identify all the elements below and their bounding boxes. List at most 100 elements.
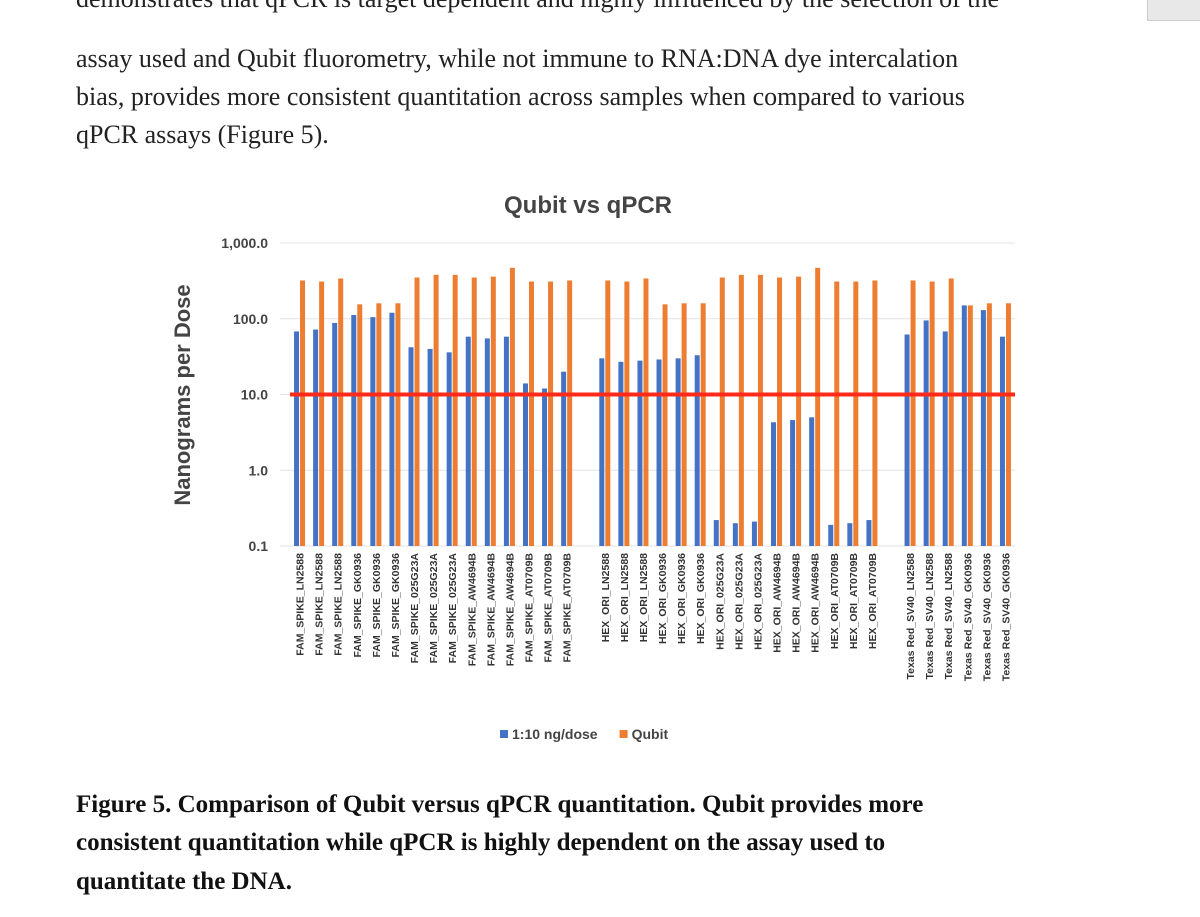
x-tick-label: Texas Red_SV40_GK0936 <box>981 553 993 681</box>
bar <box>853 281 859 546</box>
chart-title: Qubit vs qPCR <box>504 192 672 219</box>
paragraph-line: demonstrates that qPCR is target depende… <box>76 0 999 14</box>
y-axis-label: Nanograms per Dose <box>170 284 195 505</box>
x-tick-label: HEX_ORI_025G23A <box>752 553 764 650</box>
x-tick-label: FAM_SPIKE_AW4694B <box>466 553 478 667</box>
caption-line: quantitate the DNA. <box>76 868 292 895</box>
bar <box>567 280 573 546</box>
x-tick-label: Texas Red_SV40_LN2588 <box>905 553 917 680</box>
bar <box>351 315 357 546</box>
x-tick-label: FAM_SPIKE_025G23A <box>409 553 421 664</box>
legend-swatch <box>619 730 628 738</box>
x-tick-label: FAM_SPIKE_025G23A <box>428 553 440 664</box>
y-tick-label: 1.0 <box>249 462 269 478</box>
bar <box>528 281 534 546</box>
bar <box>1005 303 1011 546</box>
bar <box>700 303 706 546</box>
x-tick-label: FAM_SPIKE_AT0709B <box>562 553 574 663</box>
legend-label: Qubit <box>632 726 669 742</box>
browser-corner <box>1147 0 1200 21</box>
x-tick-label: HEX_ORI_AW4694B <box>810 553 822 653</box>
bar <box>427 348 433 546</box>
x-tick-label: HEX_ORI_AT0709B <box>848 553 860 650</box>
bar <box>866 520 872 546</box>
x-tick-label: Texas Red_SV40_GK0936 <box>962 553 974 681</box>
bar <box>338 278 344 546</box>
bar <box>389 312 395 546</box>
bar <box>357 304 363 546</box>
x-tick-label: Texas Red_SV40_GK0936 <box>1000 553 1012 681</box>
bar <box>599 358 605 546</box>
bar <box>408 347 414 546</box>
bar <box>809 417 815 546</box>
bar <box>618 361 624 546</box>
x-tick-label: Texas Red_SV40_LN2588 <box>924 553 936 680</box>
bar <box>300 280 306 546</box>
x-tick-label: HEX_ORI_LN2588 <box>619 553 631 642</box>
x-tick-label: HEX_ORI_GK0936 <box>657 553 669 644</box>
bar <box>948 278 954 546</box>
bar <box>904 334 910 546</box>
legend-swatch <box>500 730 508 738</box>
x-tick-label: HEX_ORI_GK0936 <box>676 553 688 644</box>
bar <box>376 303 382 546</box>
bar <box>929 281 935 546</box>
x-tick-label: HEX_ORI_GK0936 <box>695 553 707 644</box>
x-tick-label: HEX_ORI_AT0709B <box>829 553 841 650</box>
bar <box>471 277 477 546</box>
bar <box>509 267 515 546</box>
x-tick-label: FAM_SPIKE_025G23A <box>447 553 459 664</box>
x-tick-label: FAM_SPIKE_GK0936 <box>390 553 402 658</box>
bar <box>675 358 681 546</box>
bar <box>961 305 967 546</box>
bar <box>796 276 802 546</box>
bar <box>872 280 878 546</box>
bar <box>294 331 300 546</box>
bar <box>967 305 973 546</box>
x-tick-label: FAM_SPIKE_AW4694B <box>504 553 516 667</box>
bar <box>662 304 668 546</box>
bar <box>681 303 687 546</box>
bar <box>503 336 509 546</box>
bar <box>452 274 458 546</box>
y-tick-label: 0.1 <box>249 538 269 554</box>
y-tick-label: 100.0 <box>233 311 268 327</box>
bar <box>656 359 662 546</box>
bar <box>370 317 376 546</box>
bar <box>414 277 420 546</box>
bar <box>834 281 840 546</box>
bar <box>980 310 986 546</box>
paragraph-line: qPCR assays (Figure 5). <box>76 120 329 149</box>
x-tick-label: HEX_ORI_AW4694B <box>791 553 803 653</box>
bar <box>446 352 452 546</box>
x-tick-label: HEX_ORI_AT0709B <box>867 553 879 650</box>
legend-label: 1:10 ng/dose <box>512 726 598 742</box>
bar <box>484 338 490 546</box>
caption-line: consistent quantitation while qPCR is hi… <box>76 829 886 856</box>
bar <box>490 276 496 546</box>
x-tick-label: FAM_SPIKE_AT0709B <box>543 553 555 663</box>
caption-line: Figure 5. Comparison of Qubit versus qPC… <box>76 791 924 818</box>
bar <box>847 523 853 546</box>
x-tick-label: HEX_ORI_LN2588 <box>638 553 650 642</box>
paragraph-line: assay used and Qubit fluorometry, while … <box>76 44 959 73</box>
paragraph-line: bias, provides more consistent quantitat… <box>76 82 965 111</box>
bar <box>732 523 738 546</box>
bar <box>694 355 700 546</box>
bar <box>313 329 319 546</box>
bar <box>465 336 471 546</box>
bar <box>605 280 611 546</box>
bar <box>942 331 948 546</box>
bar <box>643 278 649 546</box>
bar <box>319 281 325 546</box>
bar <box>751 521 757 546</box>
y-tick-label: 10.0 <box>241 387 268 403</box>
bar <box>719 277 725 546</box>
x-tick-label: FAM_SPIKE_LN2588 <box>295 553 307 656</box>
y-tick-label: 1,000.0 <box>221 235 268 251</box>
bar <box>999 336 1005 546</box>
bar <box>828 524 834 546</box>
bar <box>923 320 929 546</box>
